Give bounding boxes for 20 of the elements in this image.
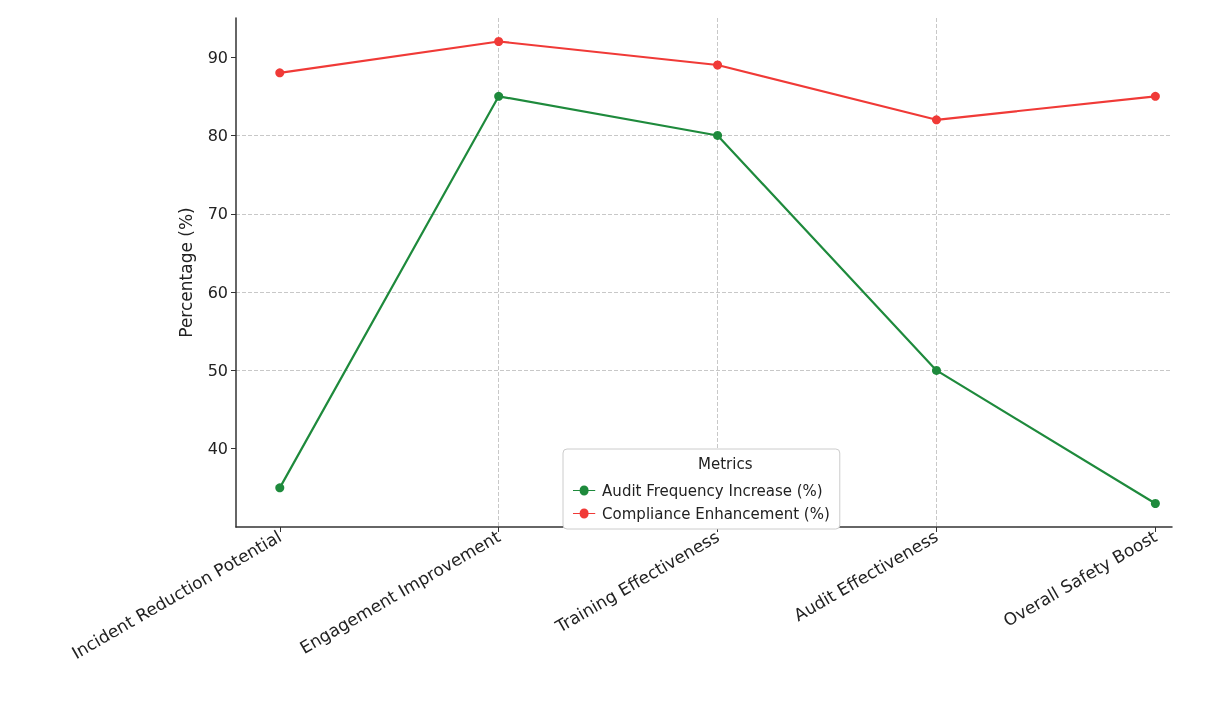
y-tick-label: 90 xyxy=(207,47,228,67)
y-tick-label: 60 xyxy=(207,282,228,302)
point xyxy=(1150,499,1160,509)
legend-label: Compliance Enhancement (%) xyxy=(602,504,830,523)
point xyxy=(494,91,504,101)
y-tick-label: 80 xyxy=(207,125,228,145)
point xyxy=(494,36,504,46)
point xyxy=(931,365,941,375)
y-tick-label: 50 xyxy=(207,360,228,380)
point xyxy=(713,60,723,70)
legend-title: Metrics xyxy=(698,454,753,473)
point xyxy=(1150,91,1160,101)
point xyxy=(713,130,723,140)
legend-label: Audit Frequency Increase (%) xyxy=(602,481,823,500)
y-tick-label: 40 xyxy=(207,439,228,459)
point xyxy=(931,115,941,125)
y-tick-label: 70 xyxy=(207,204,228,224)
y-axis-title: Percentage (%) xyxy=(175,207,196,338)
point xyxy=(275,483,285,493)
point xyxy=(275,68,285,78)
